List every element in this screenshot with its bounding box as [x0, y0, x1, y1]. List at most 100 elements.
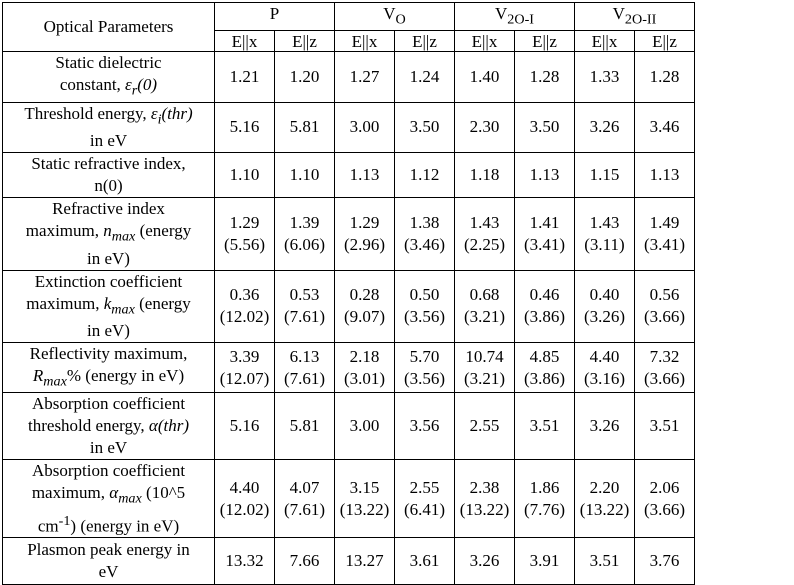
value-cell: 3.26 [574, 392, 635, 461]
value-cell: 1.13 [334, 152, 395, 199]
value-cell: 1.21 [214, 51, 275, 103]
value-cell: 1.15 [574, 152, 635, 199]
header-group-v2o-ii: V2O-II [574, 1, 695, 32]
value-cell: 1.33 [574, 51, 635, 103]
header-pol: E||z [274, 30, 335, 53]
value-cell: 1.12 [394, 152, 455, 199]
value-cell: 1.43 (3.11) [574, 197, 635, 271]
param-cell: Threshold energy, εi(thr) in eV [2, 101, 215, 154]
header-group-p: P [214, 1, 335, 32]
value-cell: 3.91 [514, 537, 575, 585]
value-cell: 0.53 (7.61) [274, 269, 335, 343]
header-pol: E||x [454, 30, 515, 53]
value-cell: 3.26 [454, 537, 515, 585]
value-cell: 1.40 [454, 51, 515, 103]
value-cell: 3.50 [514, 101, 575, 154]
table-row: Extinction coefficient maximum, kmax (en… [2, 269, 695, 343]
value-cell: 2.55 (6.41) [394, 459, 455, 539]
value-cell: 3.46 [634, 101, 695, 154]
value-cell: 0.56 (3.66) [634, 269, 695, 343]
value-cell: 3.51 [574, 537, 635, 585]
param-cell: Static refractive index, n(0) [2, 152, 215, 199]
value-cell: 3.56 [394, 392, 455, 461]
value-cell: 3.39 (12.07) [214, 341, 275, 394]
value-cell: 7.66 [274, 537, 335, 585]
header-pol: E||z [394, 30, 455, 53]
value-cell: 2.06 (3.66) [634, 459, 695, 539]
header-pol: E||x [334, 30, 395, 53]
table-row: Plasmon peak energy in eV 13.32 7.66 13.… [2, 537, 695, 585]
value-cell: 10.74 (3.21) [454, 341, 515, 394]
value-cell: 0.46 (3.86) [514, 269, 575, 343]
value-cell: 3.00 [334, 392, 395, 461]
value-cell: 1.24 [394, 51, 455, 103]
value-cell: 1.13 [514, 152, 575, 199]
header-pol: E||z [634, 30, 695, 53]
value-cell: 4.85 (3.86) [514, 341, 575, 394]
header-group-vo: VO [334, 1, 455, 32]
table-row: Reflectivity maximum, Rmax% (energy in e… [2, 341, 695, 394]
param-cell: Extinction coefficient maximum, kmax (en… [2, 269, 215, 343]
value-cell: 2.30 [454, 101, 515, 154]
table-row: Threshold energy, εi(thr) in eV 5.16 5.8… [2, 101, 695, 154]
value-cell: 1.86 (7.76) [514, 459, 575, 539]
value-cell: 2.20 (13.22) [574, 459, 635, 539]
value-cell: 5.16 [214, 101, 275, 154]
param-cell: Absorption coefficient threshold energy,… [2, 392, 215, 461]
value-cell: 5.81 [274, 101, 335, 154]
value-cell: 1.39 (6.06) [274, 197, 335, 271]
value-cell: 0.36 (12.02) [214, 269, 275, 343]
header-pol: E||x [574, 30, 635, 53]
value-cell: 0.40 (3.26) [574, 269, 635, 343]
value-cell: 3.51 [514, 392, 575, 461]
value-cell: 3.76 [634, 537, 695, 585]
value-cell: 6.13 (7.61) [274, 341, 335, 394]
param-cell: Plasmon peak energy in eV [2, 537, 215, 585]
value-cell: 3.26 [574, 101, 635, 154]
table-row: Absorption coefficient threshold energy,… [2, 392, 695, 461]
header-pol: E||x [214, 30, 275, 53]
value-cell: 3.51 [634, 392, 695, 461]
value-cell: 0.68 (3.21) [454, 269, 515, 343]
value-cell: 13.32 [214, 537, 275, 585]
value-cell: 1.28 [514, 51, 575, 103]
value-cell: 1.10 [214, 152, 275, 199]
value-cell: 13.27 [334, 537, 395, 585]
value-cell: 3.00 [334, 101, 395, 154]
header-pol: E||z [514, 30, 575, 53]
optical-parameters-table: Optical Parameters P VO V2O-I V2O-II E||… [2, 1, 695, 585]
value-cell: 7.32 (3.66) [634, 341, 695, 394]
value-cell: 4.40 (12.02) [214, 459, 275, 539]
value-cell: 1.20 [274, 51, 335, 103]
value-cell: 1.18 [454, 152, 515, 199]
value-cell: 1.38 (3.46) [394, 197, 455, 271]
value-cell: 1.29 (5.56) [214, 197, 275, 271]
header-row-groups: Optical Parameters P VO V2O-I V2O-II [2, 1, 695, 53]
table-row: Absorption coefficient maximum, αmax (10… [2, 459, 695, 539]
value-cell: 5.16 [214, 392, 275, 461]
value-cell: 1.49 (3.41) [634, 197, 695, 271]
table-row: Refractive index maximum, nmax (energy i… [2, 197, 695, 271]
value-cell: 4.07 (7.61) [274, 459, 335, 539]
value-cell: 2.55 [454, 392, 515, 461]
value-cell: 0.28 (9.07) [334, 269, 395, 343]
header-group-v2o-i: V2O-I [454, 1, 575, 32]
value-cell: 5.81 [274, 392, 335, 461]
param-cell: Absorption coefficient maximum, αmax (10… [2, 459, 215, 539]
value-cell: 1.10 [274, 152, 335, 199]
value-cell: 1.29 (2.96) [334, 197, 395, 271]
header-row-polarization: E||x E||z E||x E||z E||x E||z E||x E||z [3, 30, 695, 53]
value-cell: 3.61 [394, 537, 455, 585]
header-param: Optical Parameters [2, 1, 215, 53]
value-cell: 2.18 (3.01) [334, 341, 395, 394]
param-cell: Reflectivity maximum, Rmax% (energy in e… [2, 341, 215, 394]
value-cell: 1.43 (2.25) [454, 197, 515, 271]
value-cell: 1.41 (3.41) [514, 197, 575, 271]
param-cell: Static dielectric constant, εr(0) [2, 51, 215, 103]
value-cell: 0.50 (3.56) [394, 269, 455, 343]
value-cell: 1.28 [634, 51, 695, 103]
value-cell: 2.38 (13.22) [454, 459, 515, 539]
table-row: Static refractive index, n(0) 1.10 1.10 … [2, 152, 695, 199]
value-cell: 3.50 [394, 101, 455, 154]
value-cell: 4.40 (3.16) [574, 341, 635, 394]
